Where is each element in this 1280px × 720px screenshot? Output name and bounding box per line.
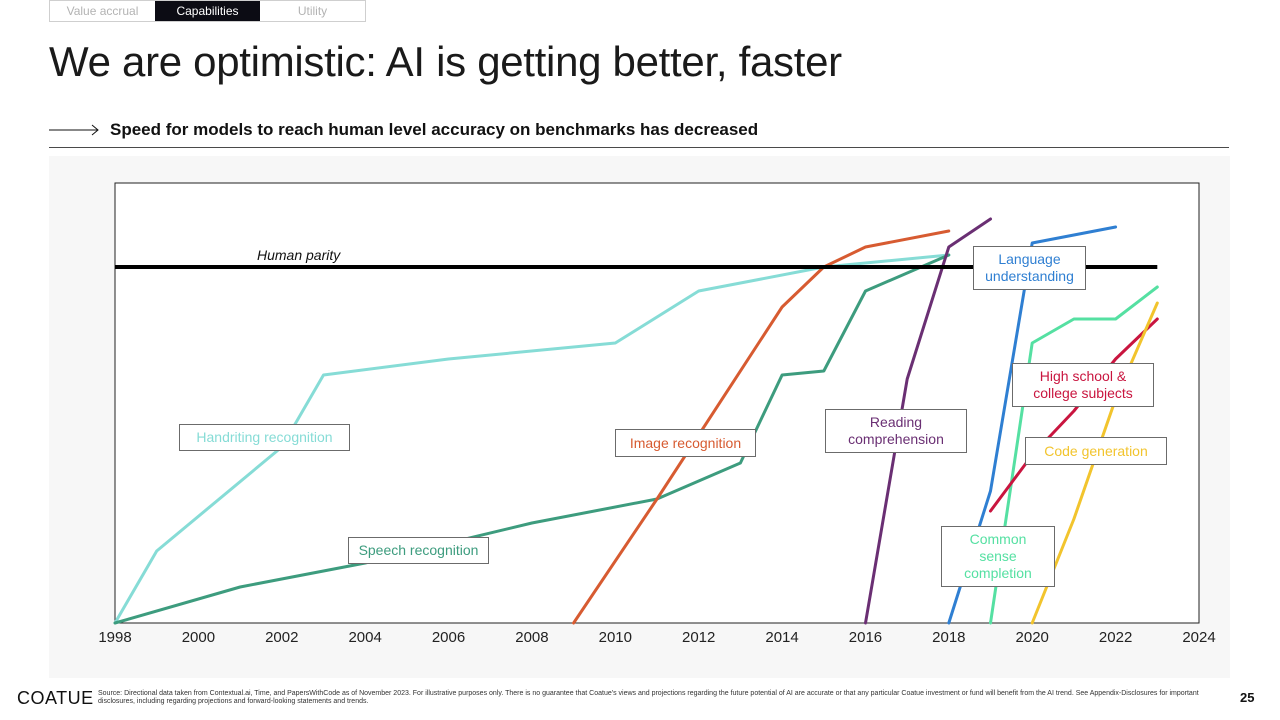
x-tick-label: 2002 <box>265 629 298 646</box>
x-tick-label: 2018 <box>932 629 965 646</box>
series-layer <box>113 217 1159 625</box>
tab-capabilities[interactable]: Capabilities <box>155 1 260 21</box>
label-speech-text: Speech recognition <box>358 542 479 558</box>
x-tick-label: 2004 <box>348 629 381 646</box>
tab-value-accrual[interactable]: Value accrual <box>50 1 155 21</box>
label-handwriting-text: Handriting recognition <box>196 429 333 445</box>
x-tick-label: 2008 <box>515 629 548 646</box>
tab-utility[interactable]: Utility <box>260 1 365 21</box>
x-tick-label: 2000 <box>182 629 215 646</box>
label-highschool-line2: college subjects <box>1033 385 1133 401</box>
series-line-high_school <box>989 317 1159 513</box>
label-high-school: High school & college subjects <box>1012 363 1154 407</box>
section-tabs: Value accrual Capabilities Utility <box>49 0 366 22</box>
label-code-text: Code generation <box>1044 442 1148 459</box>
x-tick-label: 1998 <box>98 629 131 646</box>
subtitle: Speed for models to reach human level ac… <box>110 120 759 139</box>
x-tick-label: 2010 <box>599 629 632 646</box>
label-commonsense-line3: completion <box>964 565 1032 581</box>
x-tick-label: 2016 <box>849 629 882 646</box>
x-tick-label: 2024 <box>1182 629 1215 646</box>
x-tick-label: 2014 <box>765 629 798 646</box>
x-tick-label: 2020 <box>1016 629 1049 646</box>
x-tick-label: 2012 <box>682 629 715 646</box>
series-line-handwriting <box>113 253 951 625</box>
label-highschool-line1: High school & <box>1039 368 1127 384</box>
subtitle-row: Speed for models to reach human level ac… <box>49 120 1229 148</box>
label-speech: Speech recognition <box>348 537 489 564</box>
label-reading-line1: Reading <box>869 414 923 430</box>
label-code: Code generation <box>1025 437 1167 465</box>
label-image: Image recognition <box>615 429 756 457</box>
series-line-common_sense <box>989 285 1159 625</box>
series-line-speech <box>113 253 951 625</box>
company-logo: COATUE <box>17 688 94 708</box>
series-line-image <box>572 229 951 625</box>
label-image-text: Image recognition <box>629 434 742 451</box>
series-line-reading <box>864 217 992 625</box>
label-reading-line2: comprehension <box>848 431 944 447</box>
label-commonsense-line2: sense <box>979 548 1017 564</box>
arrow-right-icon <box>49 124 99 136</box>
x-tick-label: 2022 <box>1099 629 1132 646</box>
label-language: Language understanding <box>973 246 1086 290</box>
label-language-line2: understanding <box>985 268 1074 284</box>
human-parity-label: Human parity <box>257 247 341 263</box>
label-reading: Reading comprehension <box>825 409 967 453</box>
page-number: 25 <box>1240 690 1255 705</box>
label-language-line1: Language <box>998 251 1061 267</box>
label-common-sense: Common sense completion <box>941 526 1055 587</box>
source-footnote: Source: Directional data taken from Cont… <box>98 690 1199 705</box>
label-handwriting: Handriting recognition <box>179 424 350 451</box>
label-commonsense-line1: Common <box>969 531 1027 547</box>
tick-layer: 1998 2000 2002 2004 2006 2008 2010 2012 2014 2016… <box>98 629 1215 646</box>
page-title: We are optimistic: AI is getting better,… <box>49 38 842 85</box>
x-tick-label: 2006 <box>432 629 465 646</box>
